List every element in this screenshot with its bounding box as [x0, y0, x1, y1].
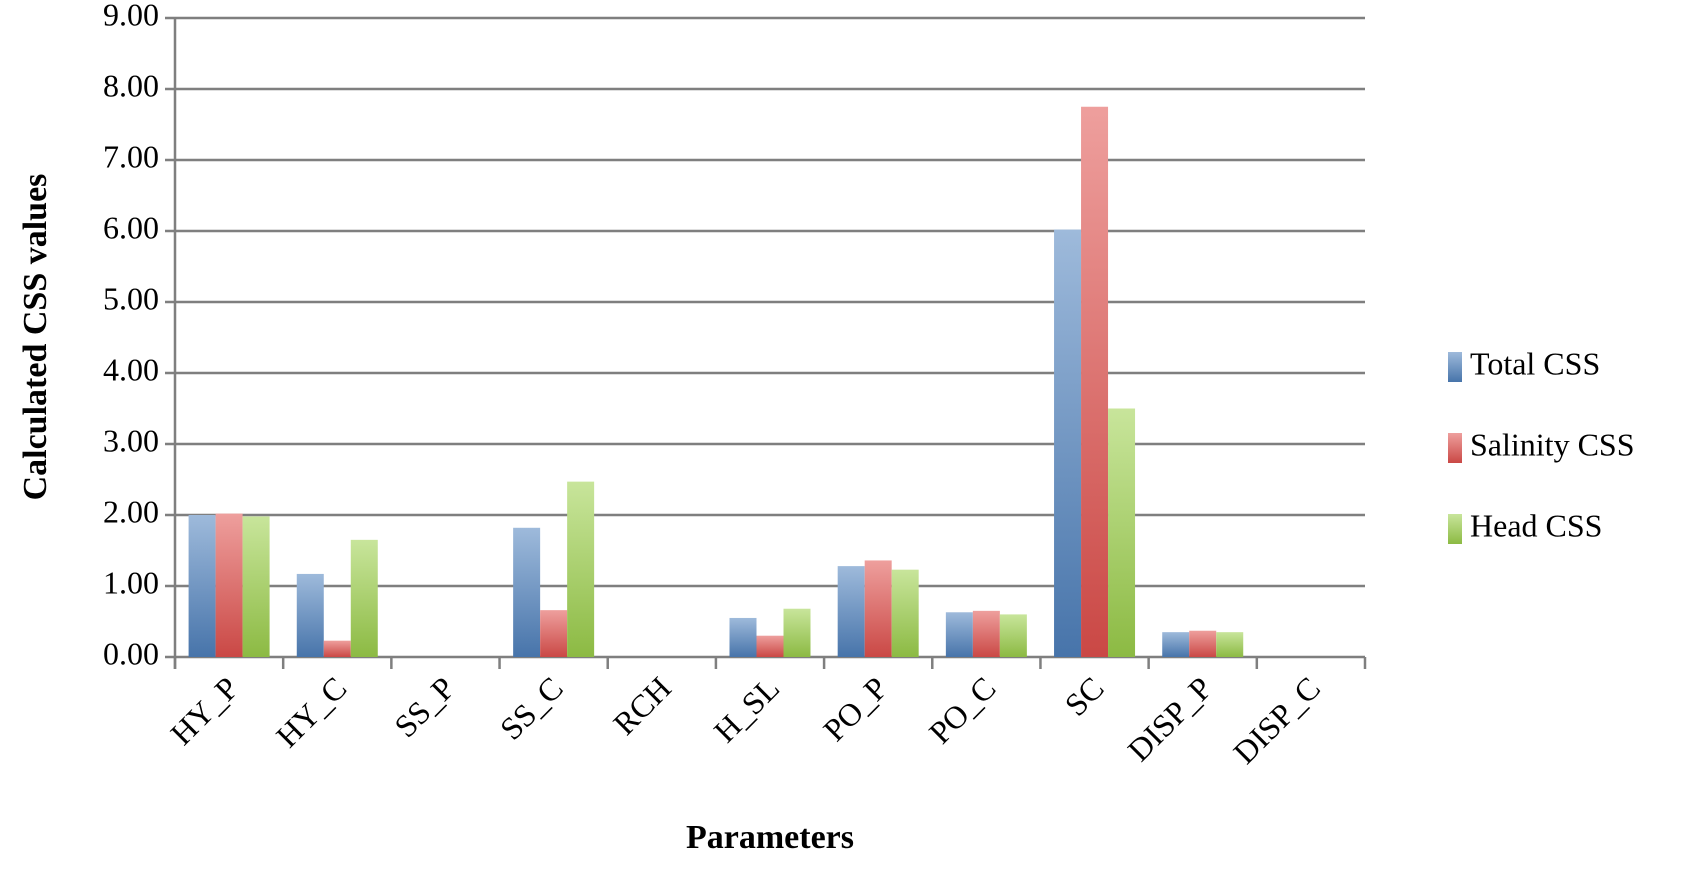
x-tick-label: RCH: [606, 670, 678, 742]
bar: [188, 515, 216, 657]
x-tick-label: PO_P: [816, 670, 894, 748]
x-tick-label: SS_C: [493, 670, 570, 747]
bar: [729, 617, 757, 657]
x-tick-label: HY_P: [163, 670, 245, 752]
x-tick-label: DISP_C: [1226, 670, 1327, 771]
legend-swatch: [1448, 352, 1462, 382]
bar: [837, 566, 865, 657]
y-tick-label: 0.00: [103, 635, 159, 671]
bar: [540, 610, 568, 657]
bar: [756, 635, 784, 657]
y-tick-label: 4.00: [103, 351, 159, 387]
bar: [323, 640, 351, 657]
y-tick-label: 6.00: [103, 209, 159, 245]
legend-swatch: [1448, 433, 1462, 463]
bar: [1162, 632, 1190, 657]
legend-label: Head CSS: [1470, 507, 1602, 543]
y-tick-label: 1.00: [103, 564, 159, 600]
y-tick-label: 8.00: [103, 67, 159, 103]
bar: [1189, 630, 1217, 657]
y-axis-title: Calculated CSS values: [17, 174, 54, 501]
x-tick-label: SS_P: [387, 670, 462, 745]
bar: [242, 516, 270, 657]
y-tick-label: 9.00: [103, 0, 159, 32]
legend-label: Salinity CSS: [1470, 426, 1635, 462]
x-axis-title: Parameters: [686, 819, 854, 856]
bar: [1108, 408, 1136, 657]
y-tick-label: 7.00: [103, 138, 159, 174]
x-tick-label: PO_C: [922, 670, 1003, 751]
bar: [999, 614, 1027, 657]
bar: [1054, 229, 1082, 657]
legend-swatch: [1448, 514, 1462, 544]
bar: [972, 610, 1000, 657]
legend-label: Total CSS: [1470, 345, 1600, 381]
bar: [864, 560, 892, 657]
y-tick-label: 5.00: [103, 280, 159, 316]
bar: [513, 527, 541, 657]
bar: [567, 481, 595, 657]
bar: [783, 608, 811, 657]
x-tick-label: DISP_P: [1120, 670, 1218, 768]
x-tick-label: SC: [1058, 670, 1111, 723]
bar: [891, 569, 919, 657]
bar: [215, 513, 243, 657]
y-tick-label: 2.00: [103, 493, 159, 529]
bar: [1081, 106, 1109, 657]
x-tick-label: HY_C: [269, 670, 354, 755]
x-tick-label: H_SL: [707, 670, 787, 750]
bar: [296, 573, 324, 657]
y-tick-label: 3.00: [103, 422, 159, 458]
bar: [1216, 632, 1244, 657]
bar: [945, 612, 973, 657]
bar: [350, 539, 378, 657]
